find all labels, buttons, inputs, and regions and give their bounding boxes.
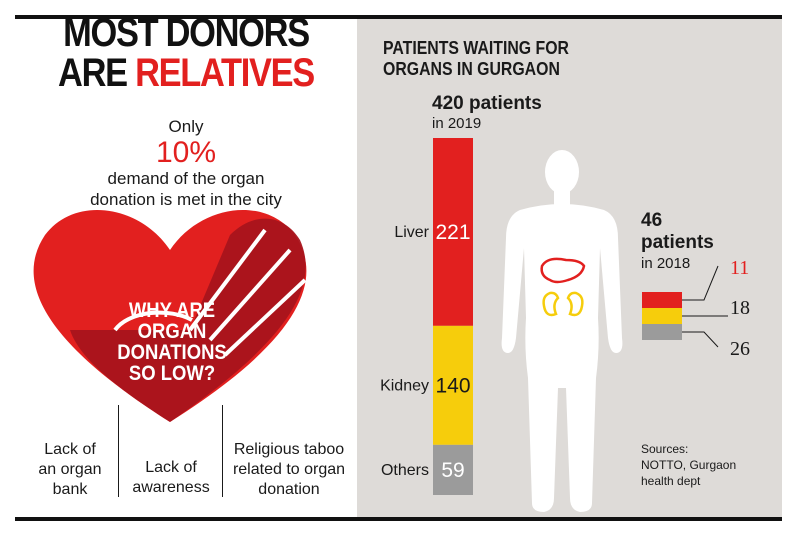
kidney-right-icon <box>566 291 584 317</box>
reason-3-line1: Religious taboo <box>233 441 345 458</box>
bar-2019-kidney <box>433 325 473 445</box>
heart-question: WHY ARE ORGAN DONATIONS SO LOW? <box>102 300 243 384</box>
hand-shape <box>70 218 306 422</box>
liver-icon <box>540 257 586 284</box>
thumb-line <box>113 310 193 332</box>
total-2019: 420 patients <box>432 93 542 114</box>
sources-line1: Sources: <box>641 442 689 456</box>
reason-3: Religious taboo related to organ donatio… <box>224 440 354 500</box>
bar-2018-others <box>642 324 682 340</box>
reason-3-line2: related to organ <box>232 461 346 478</box>
reason-1: Lack of an organ bank <box>25 440 115 500</box>
bar-2019-others <box>433 444 473 495</box>
heart-hand-graphic <box>33 209 307 422</box>
reason-3-line3: donation <box>258 481 320 498</box>
leader-line-liver <box>682 265 719 301</box>
bar-2018-liver <box>642 292 682 308</box>
kidney-left-icon <box>542 291 560 317</box>
question-line4: SO LOW? <box>128 362 216 385</box>
question-line1: WHY ARE <box>128 299 216 322</box>
bar-2019-label-liver: Liver <box>394 224 429 241</box>
only-label: Only <box>168 117 204 136</box>
reason-2-line2: awareness <box>132 479 210 496</box>
reason-divider-2 <box>222 405 223 497</box>
year-2018: in 2018 <box>641 255 691 272</box>
bar-2019-value-others: 59 <box>441 459 464 482</box>
total-2018-number: 46 <box>641 210 663 231</box>
finger-line-3 <box>223 278 307 357</box>
bar-2018: 11 18 26 <box>642 260 750 360</box>
bar-2018-value-others: 26 <box>730 338 750 360</box>
bar-2018-kidney <box>642 308 682 324</box>
bar-2019-label-others: Others <box>381 462 429 479</box>
year-2019: in 2019 <box>432 115 482 132</box>
human-body-icon <box>501 150 623 512</box>
sources-line2: NOTTO, Gurgaon <box>641 458 737 472</box>
bar-2019-value-liver: 221 <box>435 221 470 244</box>
percent-value: 10% <box>155 136 217 169</box>
headline-line2-a: ARE <box>58 51 136 95</box>
finger-line-1 <box>188 228 267 332</box>
reason-2-line1: Lack of <box>145 459 197 476</box>
reason-2: Lack of awareness <box>122 458 220 498</box>
bar-2018-value-liver: 11 <box>730 260 749 279</box>
reason-divider-1 <box>118 405 119 497</box>
question-line3: DONATIONS <box>117 341 227 364</box>
reason-1-line3: bank <box>52 481 88 498</box>
frame-border <box>15 15 782 521</box>
leader-line-others <box>682 331 719 348</box>
bar-2019-value-kidney: 140 <box>435 374 470 397</box>
bar-2019: 221 Liver 140 Kidney 59 Others <box>380 138 473 495</box>
sources: Sources: NOTTO, Gurgaon health dept <box>641 441 736 489</box>
chart-title-line2: ORGANS IN GURGAON <box>383 59 560 79</box>
bar-2018-value-kidney: 18 <box>730 297 750 319</box>
total-2018-label: patients <box>641 232 714 253</box>
desc-line2: donation is met in the city <box>90 190 282 209</box>
reason-1-line2: an organ <box>38 461 102 478</box>
desc-line1: demand of the organ <box>107 169 265 188</box>
question-line2: ORGAN <box>137 320 207 343</box>
headline-line1: MOST DONORS <box>63 11 310 55</box>
headline-line2-accent: RELATIVES <box>135 51 315 95</box>
sources-line3: health dept <box>641 474 701 488</box>
finger-line-2 <box>208 248 292 342</box>
bar-2019-liver <box>433 138 473 326</box>
reason-1-line1: Lack of <box>44 441 96 458</box>
headline-line2: ARE RELATIVES <box>39 51 333 95</box>
bar-2019-label-kidney: Kidney <box>380 377 429 394</box>
chart-title-line1: PATIENTS WAITING FOR <box>383 38 569 58</box>
